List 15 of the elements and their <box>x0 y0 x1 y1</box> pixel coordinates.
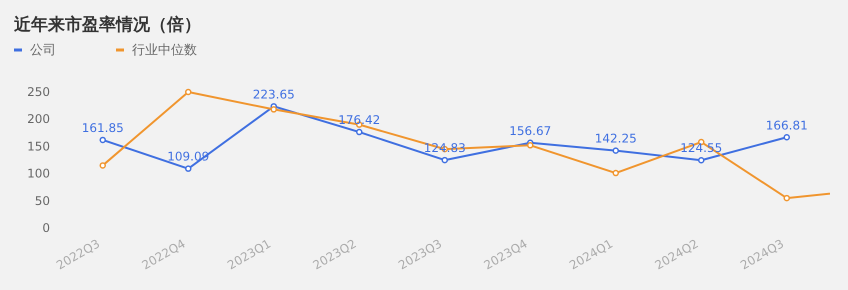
data-label: 161.85 <box>82 120 124 135</box>
chart-title: 近年来市盈率情况（倍） <box>13 15 201 35</box>
data-label: 142.25 <box>594 132 637 146</box>
data-label: 156.67 <box>509 124 552 138</box>
legend-label: 行业中位数 <box>132 43 197 58</box>
legend-label: 公司 <box>30 43 56 58</box>
y-tick-label: 100 <box>27 166 50 181</box>
y-tick-label: 250 <box>27 85 50 99</box>
y-tick-label: 0 <box>42 221 50 235</box>
data-label: 176.42 <box>338 113 380 128</box>
data-label: 166.81 <box>766 118 808 132</box>
y-tick-label: 200 <box>27 112 50 126</box>
data-label: 223.65 <box>252 87 295 102</box>
y-tick-label: 150 <box>27 139 50 154</box>
y-tick-label: 50 <box>34 194 50 208</box>
